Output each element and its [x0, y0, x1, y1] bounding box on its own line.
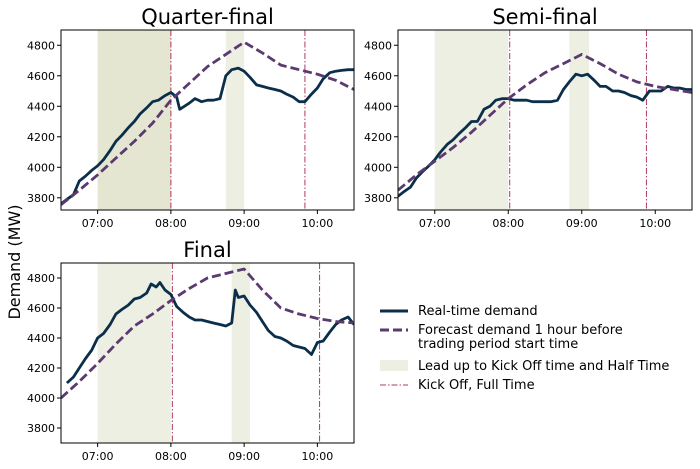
- legend-item-kick: Kick Off, Full Time: [380, 378, 535, 393]
- y-tick-label: 4600: [27, 70, 55, 83]
- legend-label: trading period start time: [418, 337, 578, 352]
- realtime-demand-line: [398, 72, 692, 198]
- y-tick-label: 4800: [27, 39, 55, 52]
- y-tick-label: 4200: [364, 131, 392, 144]
- realtime-demand-line: [65, 281, 354, 385]
- y-tick-label: 4000: [27, 392, 55, 405]
- forecast-demand-line: [61, 40, 354, 206]
- axes-frame: [60, 262, 355, 444]
- x-tick-label: 08:00: [155, 450, 187, 463]
- y-tick-label: 4200: [27, 131, 55, 144]
- shaded-leadup-band: [97, 263, 171, 443]
- x-tick-label: 07:00: [419, 217, 451, 230]
- shaded-leadup-band: [231, 263, 250, 443]
- legend-label: Lead up to Kick Off time and Half Time: [418, 359, 669, 374]
- x-tick-label: 10:00: [302, 450, 334, 463]
- y-tick-label: 4800: [27, 272, 55, 285]
- legend-item-realtime: Real-time demand: [380, 304, 538, 319]
- x-tick-label: 09:00: [566, 217, 598, 230]
- y-tick-label: 4600: [364, 70, 392, 83]
- forecast-demand-line: [398, 53, 692, 192]
- x-tick-label: 09:00: [228, 217, 260, 230]
- legend-label: Real-time demand: [418, 304, 538, 319]
- y-tick-label: 4400: [27, 332, 55, 345]
- y-tick-label: 4200: [27, 362, 55, 375]
- shaded-leadup-band: [434, 30, 509, 210]
- legend-label: Forecast demand 1 hour before: [418, 323, 623, 338]
- legend-item-forecast: Forecast demand 1 hour before trading pe…: [380, 323, 623, 352]
- y-tick-label: 4400: [364, 100, 392, 113]
- realtime-demand-line: [61, 66, 354, 206]
- legend-swatch: [380, 360, 408, 371]
- chart-panel-2: 07:00 08:00 09:00 10:00 3800 4000 4200 4400 4600…: [364, 5, 693, 230]
- y-axis-label: Demand (MW): [5, 204, 24, 319]
- chart-title: Semi-final: [492, 5, 597, 29]
- chart-panel-3: 07:00 08:00 09:00 10:00 3800 4000 4200 4400 4600…: [27, 238, 355, 463]
- y-tick-label: 4000: [27, 161, 55, 174]
- x-tick-label: 07:00: [82, 217, 114, 230]
- y-tick-label: 4600: [27, 302, 55, 315]
- chart-panel-1: 07:00 08:00 09:00 10:00 3800 4000 4200 4400 4600…: [27, 5, 355, 230]
- legend-item-shade: Lead up to Kick Off time and Half Time: [380, 359, 669, 374]
- chart-title: Quarter-final: [141, 5, 274, 29]
- y-tick-label: 3800: [27, 422, 55, 435]
- x-tick-label: 10:00: [302, 217, 334, 230]
- x-tick-label: 09:00: [228, 450, 260, 463]
- x-tick-label: 07:00: [82, 450, 114, 463]
- charts-group: 07:00 08:00 09:00 10:00 3800 4000 4200 4400 4600…: [27, 5, 693, 463]
- legend: Real-time demand Forecast demand 1 hour b…: [380, 304, 669, 393]
- y-tick-label: 3800: [364, 192, 392, 205]
- y-tick-label: 4000: [364, 161, 392, 174]
- forecast-demand-line: [61, 267, 354, 400]
- legend-label: Kick Off, Full Time: [418, 378, 535, 393]
- y-tick-label: 3800: [27, 192, 55, 205]
- axes-frame: [397, 29, 693, 211]
- x-tick-label: 08:00: [155, 217, 187, 230]
- y-tick-label: 4400: [27, 100, 55, 113]
- x-tick-label: 10:00: [639, 217, 671, 230]
- x-tick-label: 08:00: [492, 217, 524, 230]
- axes-frame: [60, 29, 355, 211]
- chart-title: Final: [183, 238, 231, 262]
- y-tick-label: 4800: [364, 39, 392, 52]
- shaded-leadup-band: [225, 30, 245, 210]
